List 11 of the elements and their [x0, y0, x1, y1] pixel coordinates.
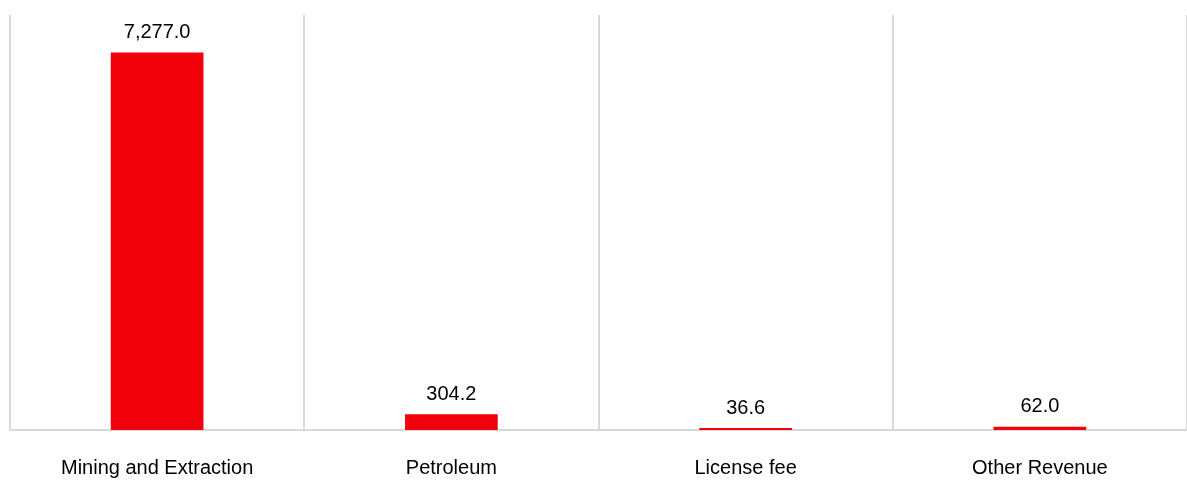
- data-label: 62.0: [1020, 394, 1060, 417]
- x-tick-label: Petroleum: [405, 455, 497, 478]
- data-label: 7,277.0: [123, 20, 191, 43]
- bar: [993, 426, 1087, 430]
- bar: [110, 52, 204, 430]
- data-label: 304.2: [426, 381, 477, 404]
- bar: [405, 414, 498, 430]
- x-tick-label: Mining and Extraction: [60, 455, 254, 478]
- x-tick-label: License fee: [694, 455, 797, 478]
- x-tick-label: Other Revenue: [972, 455, 1108, 478]
- data-label: 36.6: [726, 395, 766, 418]
